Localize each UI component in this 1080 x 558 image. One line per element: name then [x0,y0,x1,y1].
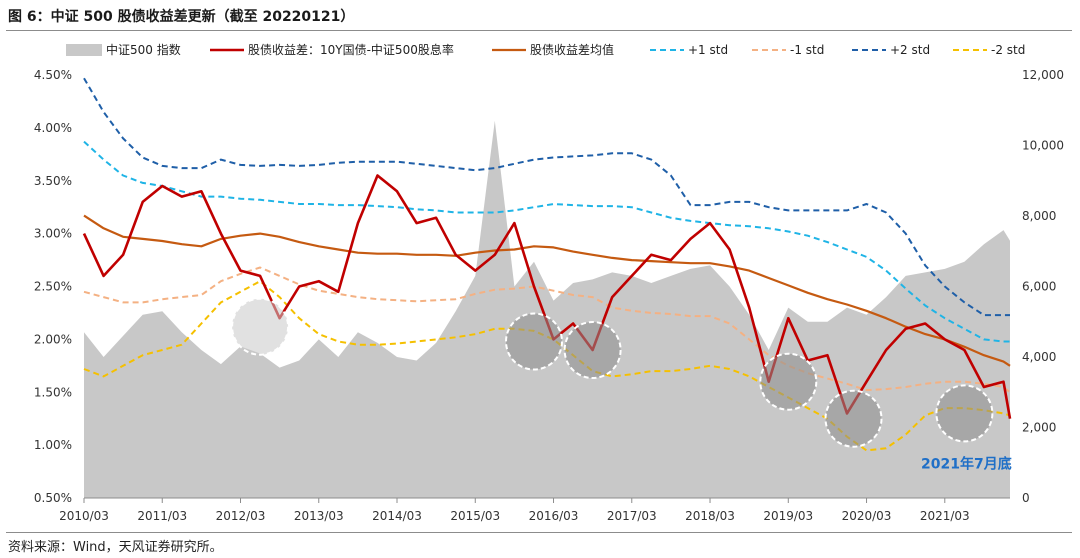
x-tick-label: 2016/03 [529,509,579,523]
highlight-circle-5 [824,389,883,448]
y-right-tick-label: 4,000 [1022,350,1056,364]
series-lines-layer [82,77,1012,452]
x-tick-label: 2011/03 [137,509,187,523]
x-tick-label: 2013/03 [294,509,344,523]
y-right-tick-label: 0 [1022,491,1030,505]
y-right-tick-label: 2,000 [1022,421,1056,435]
highlight-circle-4 [759,352,818,411]
x-tick-label: 2017/03 [607,509,657,523]
y-left-tick-label: 4.00% [34,121,72,135]
annotations-layer: 2021年7月底 [921,455,1012,472]
y-right-tick-label: 12,000 [1022,68,1064,82]
legend-swatch [66,44,102,56]
highlight-circle-3 [563,321,622,379]
y-left-tick-label: 3.50% [34,174,72,188]
chart-svg: 2010/03 2011/03 2012/03 2013/03 2014/03 2015/… [34,42,1064,523]
plus2-std-line [83,77,1010,317]
x-tick-label: 2014/03 [372,509,422,523]
source-note: 资料来源：Wind，天风证券研究所。 [8,540,223,555]
x-tick-label: 2019/03 [763,509,813,523]
highlight-circles-layer [231,297,994,448]
y-right-tick-label: 10,000 [1022,139,1064,153]
x-tick-label: 2012/03 [216,509,266,523]
legend-label: 中证500 指数 [106,42,181,57]
x-tick-label: 2021/03 [920,509,970,523]
y-left-tick-label: 2.50% [34,280,72,294]
highlight-circle-6 [935,384,994,443]
y-left-tick-label: 1.00% [34,438,72,452]
x-tick-label: 2015/03 [450,509,500,523]
y-left-tick-label: 0.50% [34,491,72,505]
legend-label: 股债收益差均值 [530,42,614,57]
legend-label: +1 std [688,43,728,57]
figure-title: 图 6：中证 500 股债收益差更新（截至 20220121） [8,9,355,25]
footer-divider [6,532,1072,533]
title-divider [6,30,1072,31]
x-tick-label: 2018/03 [685,509,735,523]
highlight-circle-1 [231,297,290,356]
y-left-tick-label: 2.00% [34,332,72,346]
x-tick-label: 2020/03 [842,509,892,523]
mean-line [83,214,1011,367]
legend-label: -2 std [991,43,1025,57]
axes-layer: 2010/03 2011/03 2012/03 2013/03 2014/03 2015/… [34,68,1064,523]
y-left-tick-label: 3.00% [34,227,72,241]
minus1-std-line [83,266,1011,394]
y-left-tick-label: 1.50% [34,385,72,399]
legend-label: -1 std [790,43,824,57]
x-tick-label: 2010/03 [59,509,109,523]
legend: 中证500 指数 股债收益差：10Y国债-中证500股息率 股债收益差均值 +1 st… [66,42,1025,57]
legend-label: 股债收益差：10Y国债-中证500股息率 [248,42,454,57]
highlight-circle-2 [505,312,563,371]
plus1-std-line [83,140,1010,343]
legend-label: +2 std [890,43,930,57]
y-left-tick-label: 4.50% [34,68,72,82]
annotation-label: 2021年7月底 [921,455,1012,472]
minus2-std-line [83,280,1011,452]
y-right-tick-label: 6,000 [1022,280,1056,294]
y-right-tick-label: 8,000 [1022,209,1056,223]
